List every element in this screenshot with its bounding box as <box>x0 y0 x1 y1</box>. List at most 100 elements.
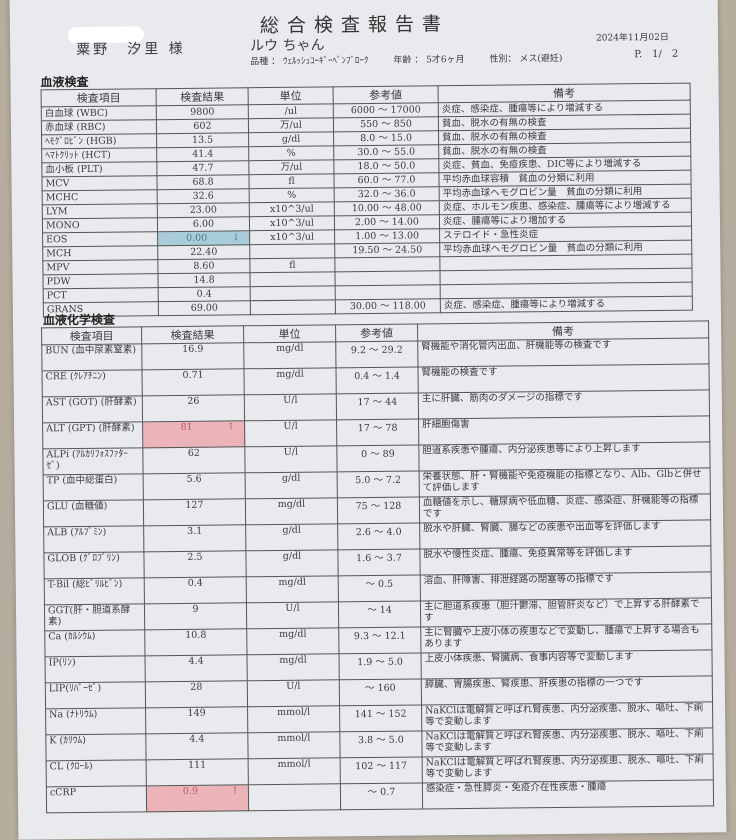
high-flag-arrow-icon: ↑ <box>230 785 239 797</box>
item-text: 白血球 (WBC) <box>44 107 108 120</box>
result-cell: 0.9 ↑ <box>146 784 249 812</box>
note-cell: 上皮小体疾患、腎臓病、食事内容等で変動します <box>420 649 713 679</box>
item-text: GLOB (ｸﾞﾛﾌﾞﾘﾝ) <box>47 552 120 565</box>
note-text: NaKClは電解質と呼ばれ腎疾患、内分泌疾患、脱水、嘔吐、下痢等で変動します <box>425 728 704 754</box>
unit-cell: U/l <box>246 601 339 629</box>
result-text: 22.40 <box>190 246 218 258</box>
result-cell: 10.8 <box>144 628 247 656</box>
unit-cell: U/l <box>247 679 340 707</box>
note-cell: 栄養状態、肝・腎機能や免疫機能の指標となり、Alb、Glbと併せて評価します <box>419 467 711 497</box>
result-cell: 127 <box>143 498 246 526</box>
item-text: LYM <box>45 206 68 218</box>
result-text: 602 <box>193 120 212 132</box>
low-flag-arrow-icon: ↓ <box>232 232 241 244</box>
note-text: 感染症・急性膵炎・免疫介在性疾患・腫瘍 <box>425 781 607 795</box>
range-cell: 1.00 ～ 13.00 <box>334 228 440 244</box>
range-cell: 8.0 ～ 15.0 <box>333 130 439 146</box>
result-cell: 602 <box>156 118 249 134</box>
age: 年齢 ： 5才6ヶ月 <box>393 54 465 66</box>
result-cell: 26 <box>142 394 245 422</box>
range-cell: 2.00 ～ 14.00 <box>334 214 440 230</box>
result-cell: 16.9 <box>141 342 244 370</box>
result-text: 68.8 <box>192 176 214 188</box>
item-text: TP (血中総蛋白) <box>46 474 118 487</box>
unit-text: mmol/l <box>277 706 311 718</box>
unit-cell: fl <box>249 257 335 273</box>
item-cell: MCV <box>41 175 158 191</box>
range-cell: 1.9 ～ 5.0 <box>338 652 422 680</box>
unit-cell: mg/dl <box>246 575 339 603</box>
item-cell: GLU (血糖値) <box>43 499 144 527</box>
note-cell: 感染症・急性膵炎・免疫介在性疾患・腫瘍 <box>422 779 714 809</box>
note-text: 炎症、ホルモン疾患、感染症、腫瘍等により増減する <box>442 199 671 214</box>
result-cell: 81 ↑ <box>142 420 245 448</box>
note-text: NaKClは電解質と呼ばれ腎疾患、内分泌疾患、脱水、嘔吐、下痢等で変動します <box>425 754 704 780</box>
unit-text: /ul <box>284 105 298 117</box>
result-cell: 32.6 <box>157 188 250 204</box>
unit-cell: g/dl <box>245 523 338 551</box>
item-text: 赤血球 (RBC) <box>44 121 106 134</box>
item-cell: MCHC <box>42 189 158 205</box>
range-text: 1.6 ～ 3.7 <box>356 552 402 565</box>
note-cell: 溶血、肝障害、排泄経路の閉塞等の指標です <box>420 571 712 601</box>
unit-cell: x10^3/ul <box>249 215 335 231</box>
item-text: GLU (血糖値) <box>46 500 108 513</box>
note-cell: NaKClは電解質と呼ばれ腎疾患、内分泌疾患、脱水、嘔吐、下痢等で変動します <box>421 727 714 757</box>
owner-name: 粟野 汐里 様 <box>76 40 186 59</box>
result-text: 81 <box>180 421 193 433</box>
result-cell: 0.71 <box>142 368 245 396</box>
range-text: 1.00 ～ 13.00 <box>355 230 420 243</box>
range-cell: 6000 ～ 17000 <box>333 102 439 118</box>
item-cell: 赤血球 (RBC) <box>41 119 157 135</box>
report-title: 総合検査報告書 <box>259 13 450 38</box>
range-cell: 102 ～ 117 <box>340 756 423 784</box>
result-cell: 68.8 <box>156 174 250 190</box>
note-text: NaKClは電解質と呼ばれ腎疾患、内分泌疾患、脱水、嘔吐、下痢等で変動します <box>425 702 704 728</box>
chemistry-test-table: 検査項目 検査結果 単位 参考値 備考 BUN (血中尿素窒素) 16.9 mg/d… <box>41 320 715 814</box>
item-text: BUN (血中尿素窒素) <box>45 344 137 357</box>
note-text: 上皮小体疾患、腎臓病、食事内容等で変動します <box>424 651 634 665</box>
unit-cell: g/dl <box>245 471 338 499</box>
item-cell: Ca (ｶﾙｼｳﾑ) <box>44 629 145 657</box>
note-text: 胆道系疾患や腫瘍、内分泌疾患等により上昇します <box>422 443 641 457</box>
unit-text: U/l <box>283 446 299 458</box>
range-cell <box>335 284 441 300</box>
note-text: 肝細胞傷害 <box>422 418 470 431</box>
result-text: 0.4 <box>196 288 212 300</box>
page-number: P. 1/ 2 <box>634 48 679 61</box>
unit-cell: U/l <box>244 419 337 447</box>
item-cell: K (ｶﾘｳﾑ) <box>45 733 147 761</box>
result-text: 23.00 <box>189 204 217 216</box>
item-cell: ALPi (ｱﾙｶﾘﾌｫｽﾌｧﾀｰｾﾞ) <box>42 447 144 475</box>
unit-text: x10^3/ul <box>270 217 314 230</box>
range-cell: 19.50 ～ 24.50 <box>334 242 440 258</box>
col-range: 参考値 <box>335 323 418 342</box>
result-text: 41.4 <box>192 148 214 160</box>
range-text: 102 ～ 117 <box>355 760 408 773</box>
result-cell: 14.8 <box>157 272 251 288</box>
range-text: 6000 ～ 17000 <box>350 104 421 117</box>
result-text: 69.00 <box>190 302 219 314</box>
note-text: 炎症、腫瘍等により増加する <box>442 214 567 228</box>
range-cell: ～ 160 <box>339 678 422 706</box>
range-cell: 2.6 ～ 4.0 <box>337 522 420 550</box>
item-cell: PCT <box>43 287 159 303</box>
item-text: ALB (ｱﾙﾌﾞﾐﾝ) <box>47 526 107 539</box>
range-cell: 75 ～ 128 <box>337 496 420 524</box>
range-cell: 9.3 ～ 12.1 <box>338 626 421 654</box>
item-text: cCRP <box>49 787 77 799</box>
result-text: 4.4 <box>189 733 205 745</box>
item-cell: CRE (ｸﾚｱﾁﾆﾝ) <box>42 369 143 397</box>
item-cell: LYM <box>42 203 158 219</box>
item-text: Ca (ｶﾙｼｳﾑ) <box>48 630 96 643</box>
result-text: 0.71 <box>182 369 204 381</box>
result-cell: 9800 <box>156 104 249 120</box>
unit-text: U/l <box>286 680 301 692</box>
note-text: 貧血、脱水の有無の検査 <box>442 131 547 144</box>
note-cell: 腎機能の検査です <box>417 363 710 393</box>
unit-cell: x10^3/ul <box>249 201 335 217</box>
item-text: 血小板 (PLT) <box>45 163 103 176</box>
result-cell: 62 <box>142 446 246 474</box>
unit-text: mg/dl <box>278 576 306 588</box>
range-cell: 141 ～ 152 <box>339 704 422 732</box>
